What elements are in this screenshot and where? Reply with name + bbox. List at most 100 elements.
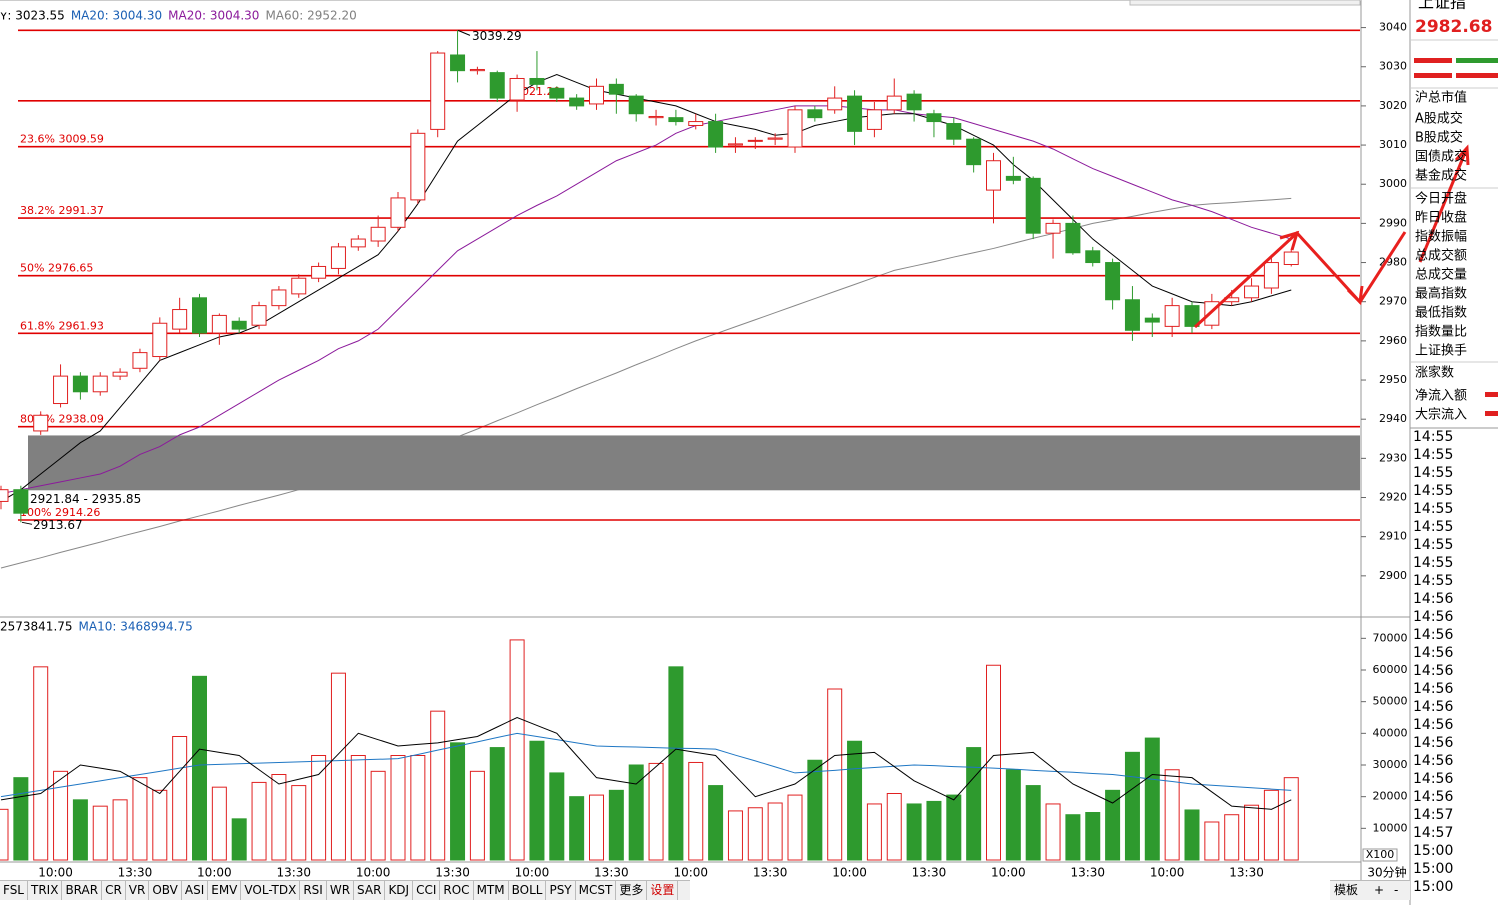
volume-bar bbox=[747, 807, 763, 861]
candle-body bbox=[152, 322, 168, 358]
volume-bar bbox=[291, 785, 307, 861]
candle-body bbox=[469, 68, 485, 72]
panel-label: 昨日收盘 bbox=[1415, 210, 1467, 226]
bar-decor bbox=[1456, 58, 1498, 63]
volume-bar bbox=[1164, 769, 1180, 861]
unit-box bbox=[1362, 848, 1398, 862]
volume-bar bbox=[608, 789, 624, 861]
panel-time: 14:56 bbox=[1413, 699, 1453, 715]
volume-bar bbox=[211, 786, 227, 861]
volume-bar bbox=[370, 770, 386, 861]
panel-time: 15:00 bbox=[1413, 879, 1453, 895]
candle-body bbox=[370, 226, 386, 242]
indicator-tab[interactable]: SAR bbox=[354, 881, 386, 900]
template-bar: 模板 + - bbox=[1330, 880, 1410, 900]
candle-body bbox=[489, 72, 505, 99]
legend-entry: MA10: 3468994.75 bbox=[79, 620, 193, 634]
candle-body bbox=[688, 121, 704, 126]
template-button[interactable]: 模板 bbox=[1334, 883, 1359, 897]
panel-label: 净流入额 bbox=[1415, 389, 1467, 404]
zoom-out[interactable]: - bbox=[1394, 883, 1399, 897]
panel-label: 指数量比 bbox=[1415, 325, 1467, 340]
x-tick-label: 10:00 bbox=[832, 866, 867, 880]
indicator-tab[interactable]: RSI bbox=[300, 881, 327, 900]
y-tick-label: 2920 bbox=[1379, 491, 1407, 504]
volume-bar bbox=[430, 710, 446, 861]
candle-body bbox=[708, 121, 724, 148]
candle-body bbox=[291, 277, 307, 295]
volume-ma bbox=[0, 732, 1292, 798]
volume-bar bbox=[668, 666, 684, 861]
volume-bar bbox=[72, 799, 88, 861]
zoom-in[interactable]: + bbox=[1374, 883, 1385, 897]
candle-body bbox=[251, 305, 267, 326]
volume-bar bbox=[847, 740, 863, 861]
panel-time: 15:00 bbox=[1413, 861, 1453, 877]
indicator-tab[interactable]: FSL bbox=[0, 881, 28, 900]
volume-bar bbox=[450, 742, 466, 861]
candle-body bbox=[1263, 262, 1279, 289]
volume-bar bbox=[311, 755, 327, 861]
indicator-tab[interactable]: CCI bbox=[413, 881, 441, 900]
indicator-tab[interactable]: PSY bbox=[546, 881, 576, 900]
indicator-tab[interactable]: ASI bbox=[182, 881, 209, 900]
indicator-tab[interactable]: 设置 bbox=[647, 881, 679, 900]
candle-body bbox=[450, 54, 466, 72]
y-tick-label: 30000 bbox=[1373, 758, 1408, 771]
volume-bar bbox=[1005, 769, 1021, 861]
candle-body bbox=[1244, 285, 1260, 299]
indicator-tab[interactable]: OBV bbox=[149, 881, 182, 900]
volume-bar bbox=[946, 794, 962, 861]
arrow-head bbox=[1454, 144, 1470, 166]
panel-time: 14:57 bbox=[1413, 825, 1453, 841]
panel-time: 14:57 bbox=[1413, 807, 1453, 823]
indicator-tab[interactable]: BRAR bbox=[62, 881, 103, 900]
x-tick-label: 10:00 bbox=[673, 866, 708, 880]
candle-body bbox=[926, 113, 942, 123]
indicator-tab[interactable]: 更多 bbox=[616, 881, 648, 900]
volume-bar bbox=[827, 688, 843, 861]
candle-body bbox=[628, 95, 644, 115]
indicator-tab[interactable]: ROC bbox=[440, 881, 474, 900]
volume-bar bbox=[390, 755, 406, 861]
volume-bar bbox=[1283, 777, 1299, 861]
indicator-tab[interactable]: BOLL bbox=[509, 881, 547, 900]
volume-bar bbox=[1204, 821, 1220, 861]
legend-entry: 2573841.75 bbox=[0, 620, 73, 634]
legend-entry: MA60: 2952.20 bbox=[265, 9, 356, 23]
volume-bar bbox=[469, 770, 485, 861]
indicator-tab[interactable]: WR bbox=[327, 881, 355, 900]
indicator-tab[interactable]: VR bbox=[126, 881, 150, 900]
panel-time: 14:55 bbox=[1413, 429, 1453, 445]
volume-bar bbox=[231, 818, 247, 861]
volume-bar bbox=[727, 810, 743, 861]
x-tick-label: 13:30 bbox=[1229, 866, 1264, 880]
indicator-tab[interactable]: VOL-TDX bbox=[241, 881, 301, 900]
indicator-tab[interactable]: CR bbox=[102, 881, 126, 900]
volume-bar bbox=[410, 755, 426, 861]
volume-bar bbox=[569, 796, 585, 861]
indicator-tab[interactable]: MTM bbox=[474, 881, 509, 900]
indicator-tab[interactable]: KDJ bbox=[385, 881, 414, 900]
y-tick-label: 20000 bbox=[1373, 790, 1408, 803]
unit-label: X100 bbox=[1366, 848, 1395, 861]
candle-body bbox=[1025, 177, 1041, 234]
volume-bar bbox=[251, 781, 267, 861]
fib-label: 23.6% 3009.59 bbox=[20, 133, 104, 146]
indicator-tab[interactable]: EMV bbox=[208, 881, 242, 900]
y-tick-label: 3040 bbox=[1379, 21, 1407, 34]
panel-label: 上证换手 bbox=[1415, 344, 1467, 359]
candle-body bbox=[569, 97, 585, 107]
volume-bar bbox=[53, 770, 69, 861]
candle-body bbox=[410, 132, 426, 201]
indicator-tab[interactable]: MCST bbox=[576, 881, 617, 900]
indicator-tab[interactable]: TRIX bbox=[28, 881, 63, 900]
y-tick-label: 2960 bbox=[1379, 334, 1407, 347]
candle-body bbox=[430, 52, 446, 130]
volume-bar bbox=[986, 664, 1001, 861]
panel-label: 今日开盘 bbox=[1415, 191, 1467, 207]
volume-bar bbox=[1085, 812, 1101, 861]
x-tick-label: 13:30 bbox=[435, 866, 470, 880]
candle-body bbox=[847, 95, 863, 132]
candle-body bbox=[1283, 251, 1299, 266]
